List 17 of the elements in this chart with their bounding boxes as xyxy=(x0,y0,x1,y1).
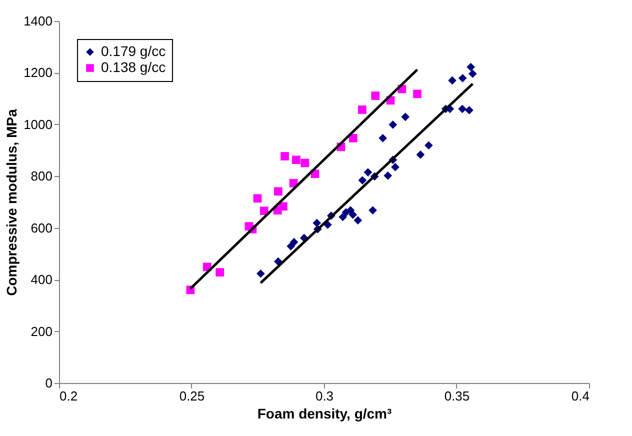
legend-label: 0.138 g/cc xyxy=(101,59,166,75)
x-tick-label: 0.35 xyxy=(444,388,470,404)
x-tick-label: 0.4 xyxy=(571,388,590,404)
y-tick-label: 200 xyxy=(30,324,52,339)
legend-label: 0.179 g/cc xyxy=(101,43,166,59)
y-tick-label: 600 xyxy=(30,220,52,236)
y-tick-label: 1400 xyxy=(24,14,52,28)
y-tick-label: 0 xyxy=(45,376,52,390)
x-tick-label: 0.3 xyxy=(315,388,334,404)
y-tick-label: 1200 xyxy=(24,65,52,80)
x-tick-label: 0.25 xyxy=(179,388,205,404)
y-tick-label: 800 xyxy=(30,168,52,184)
y-axis-title: Compressive modulus, MPa xyxy=(4,108,20,296)
y-tick-label: 400 xyxy=(30,272,52,288)
x-axis-title: Foam density, g/cm³ xyxy=(257,406,392,422)
y-tick-label: 1000 xyxy=(24,116,52,132)
x-tick-label: 0.2 xyxy=(60,388,78,404)
